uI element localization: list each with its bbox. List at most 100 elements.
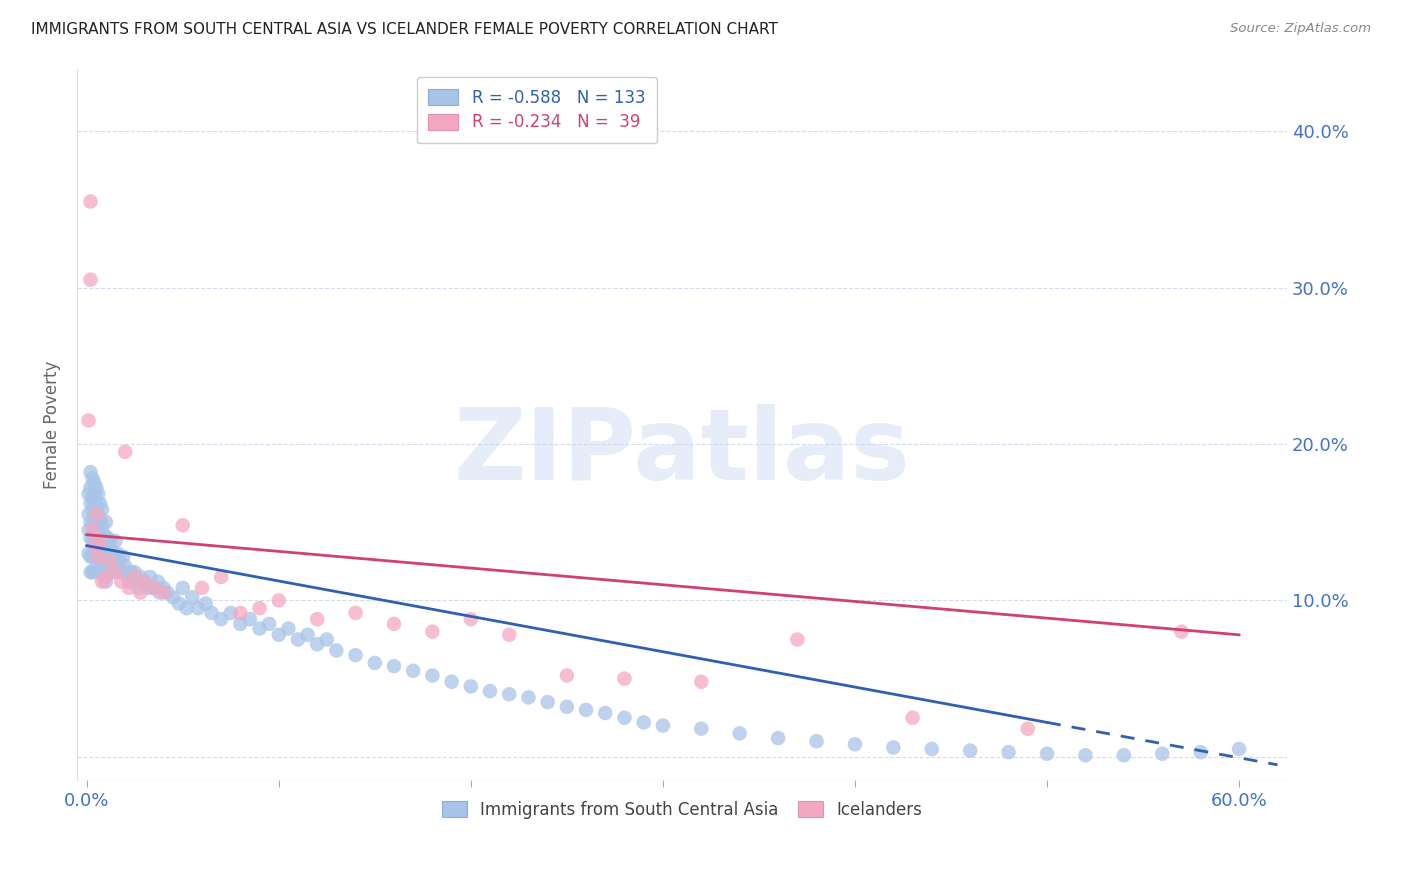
Point [82,518,104,533]
Point [104,566,127,580]
Point [181,591,204,605]
Point [79,481,101,495]
Point [402,664,425,678]
Point [921,742,943,756]
Point [1074,748,1097,763]
Point [83,487,105,501]
Point [94,574,117,589]
Point [498,687,520,701]
Point [94,533,117,548]
Point [209,612,232,626]
Point [287,632,309,647]
Point [1189,745,1212,759]
Point [114,444,136,458]
Point [93,549,115,564]
Point [108,554,131,568]
Point [806,734,828,748]
Point [229,616,252,631]
Point [959,743,981,757]
Point [209,570,232,584]
Point [156,585,179,599]
Point [176,601,198,615]
Point [249,601,271,615]
Point [1036,747,1059,761]
Point [97,554,120,568]
Point [84,508,107,522]
Point [103,549,125,564]
Point [134,574,156,589]
Point [517,690,540,705]
Point [307,637,329,651]
Point [89,533,111,548]
Point [172,518,194,533]
Point [77,508,100,522]
Point [997,745,1019,759]
Point [613,711,636,725]
Point [87,543,110,558]
Point [440,674,463,689]
Point [555,668,578,682]
Point [187,601,209,615]
Point [129,570,152,584]
Point [97,531,120,545]
Point [124,566,146,580]
Point [200,606,222,620]
Legend: Immigrants from South Central Asia, Icelanders: Immigrants from South Central Asia, Icel… [434,794,929,825]
Point [89,496,111,510]
Point [537,695,560,709]
Point [98,559,121,574]
Point [84,527,107,541]
Point [134,574,156,589]
Point [162,591,184,605]
Point [382,616,405,631]
Point [575,703,598,717]
Point [344,648,367,662]
Point [257,616,280,631]
Point [79,273,101,287]
Point [690,722,713,736]
Point [83,539,105,553]
Point [83,543,105,558]
Point [219,606,242,620]
Point [100,543,122,558]
Point [77,523,100,537]
Point [87,549,110,564]
Point [1227,742,1250,756]
Point [120,566,142,580]
Point [766,731,789,745]
Text: ZIPatlas: ZIPatlas [454,404,911,501]
Point [87,487,110,501]
Point [79,515,101,529]
Point [690,674,713,689]
Point [146,574,169,589]
Point [82,502,104,516]
Point [129,585,152,599]
Point [139,570,162,584]
Point [267,628,290,642]
Point [94,554,117,568]
Text: IMMIGRANTS FROM SOUTH CENTRAL ASIA VS ICELANDER FEMALE POVERTY CORRELATION CHART: IMMIGRANTS FROM SOUTH CENTRAL ASIA VS IC… [31,22,778,37]
Text: Source: ZipAtlas.com: Source: ZipAtlas.com [1230,22,1371,36]
Point [149,585,172,599]
Point [94,570,117,584]
Point [98,554,121,568]
Point [651,718,673,732]
Point [422,668,444,682]
Point [277,622,299,636]
Point [82,471,104,485]
Point [79,549,101,564]
Point [555,699,578,714]
Point [83,523,105,537]
Point [87,523,110,537]
Point [91,533,114,548]
Point [83,508,105,522]
Point [191,581,214,595]
Point [91,574,114,589]
Point [98,533,121,548]
Point [297,628,319,642]
Point [110,566,132,580]
Point [1112,748,1135,763]
Y-axis label: Female Poverty: Female Poverty [44,360,60,489]
Point [91,554,114,568]
Point [84,512,107,526]
